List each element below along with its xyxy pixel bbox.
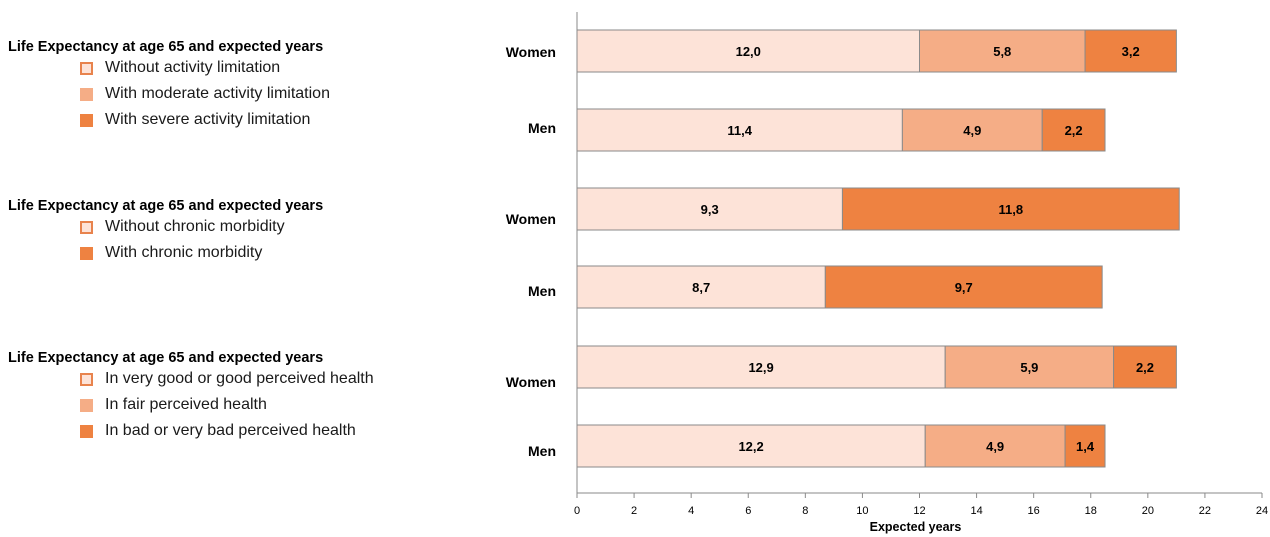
data-label: 8,7 [692, 280, 710, 295]
legend-label: In fair perceived health [105, 396, 267, 413]
bar-segment [576, 424, 926, 468]
legend-item: Without activity limitation [80, 55, 330, 81]
bar-segment [576, 187, 843, 231]
bar-segment [576, 108, 903, 152]
legend-item: With moderate activity limitation [80, 81, 330, 107]
legend-perceived-health: Life Expectancy at age 65 and expected y… [8, 350, 374, 444]
x-tick-label: 12 [913, 505, 925, 517]
data-label: 9,7 [955, 280, 973, 295]
data-label: 12,9 [748, 360, 773, 375]
legend-swatch [80, 372, 93, 386]
bar-segment [924, 424, 1066, 468]
legend-label: In very good or good perceived health [105, 370, 374, 387]
legend-label: In bad or very bad perceived health [105, 422, 356, 439]
bar-segment [824, 265, 1103, 309]
x-tick-label: 24 [1256, 505, 1268, 517]
legend-swatch [80, 113, 93, 127]
bar-segment [944, 345, 1115, 389]
legend-activity-limitation: Life Expectancy at age 65 and expected y… [8, 39, 330, 133]
x-tick-label: 6 [745, 505, 751, 517]
category-label: Women [506, 211, 556, 227]
data-label: 11,4 [727, 123, 752, 138]
category-label: Men [528, 283, 556, 299]
data-label: 11,8 [999, 202, 1024, 217]
data-label: 12,2 [738, 439, 763, 454]
bar-segment [1064, 424, 1106, 468]
x-tick-label: 22 [1199, 505, 1211, 517]
data-label: 5,8 [993, 44, 1011, 59]
bar-segment [576, 345, 946, 389]
legend-item: Without chronic morbidity [80, 214, 323, 240]
x-tick-label: 10 [856, 505, 868, 517]
x-tick-label: 2 [631, 505, 637, 517]
data-label: 2,2 [1136, 360, 1154, 375]
bar-segment [1084, 29, 1177, 73]
legend-label: Without chronic morbidity [105, 218, 285, 235]
x-tick-label: 14 [970, 505, 982, 517]
legend-chronic-morbidity: Life Expectancy at age 65 and expected y… [8, 198, 323, 266]
legend-swatch [80, 61, 93, 75]
x-axis-title: Expected years [870, 520, 962, 534]
legend-item: With severe activity limitation [80, 107, 330, 133]
legend-label: With moderate activity limitation [105, 85, 330, 102]
legend-swatch [80, 246, 93, 260]
legend-swatch [80, 87, 93, 101]
legend-title: Life Expectancy at age 65 and expected y… [8, 39, 324, 55]
data-label: 12,0 [736, 44, 761, 59]
category-label: Women [506, 44, 556, 60]
x-tick-label: 4 [688, 505, 694, 517]
legend-item: With chronic morbidity [80, 240, 323, 266]
legend-label: Without activity limitation [105, 59, 281, 76]
bar-segment [841, 187, 1180, 231]
data-label: 2,2 [1065, 123, 1083, 138]
legend-swatch [80, 220, 93, 234]
category-label: Men [528, 120, 556, 136]
legend-item: In very good or good perceived health [80, 366, 374, 392]
data-label: 4,9 [986, 439, 1004, 454]
x-tick-label: 0 [574, 505, 580, 517]
bar-segment [1041, 108, 1106, 152]
legend-swatch [80, 398, 93, 412]
legend-swatch [80, 424, 93, 438]
legend-item: In bad or very bad perceived health [80, 418, 374, 444]
data-label: 1,4 [1076, 439, 1095, 454]
data-label: 5,9 [1020, 360, 1038, 375]
legend-title: Life Expectancy at age 65 and expected y… [8, 350, 324, 366]
legend-label: With severe activity limitation [105, 111, 311, 128]
bar-segment [576, 29, 920, 73]
legend-title: Life Expectancy at age 65 and expected y… [8, 198, 324, 214]
category-label: Men [528, 443, 556, 459]
data-label: 9,3 [701, 202, 719, 217]
category-label: Women [506, 374, 556, 390]
data-label: 3,2 [1122, 44, 1140, 59]
legend-item: In fair perceived health [80, 392, 374, 418]
x-tick-label: 18 [1085, 505, 1097, 517]
bar-segment [919, 29, 1086, 73]
bar-segment [901, 108, 1043, 152]
x-tick-label: 16 [1028, 505, 1040, 517]
legend-label: With chronic morbidity [105, 244, 263, 261]
bar-segment [1113, 345, 1177, 389]
x-tick-label: 8 [802, 505, 808, 517]
data-label: 4,9 [963, 123, 981, 138]
x-tick-label: 20 [1142, 505, 1154, 517]
